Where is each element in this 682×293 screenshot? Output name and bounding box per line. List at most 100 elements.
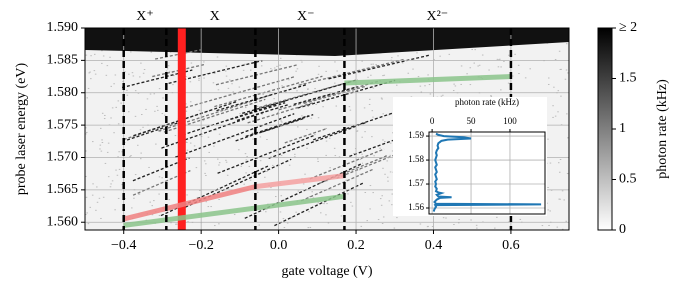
- noise: [115, 169, 117, 171]
- noise: [392, 132, 394, 134]
- noise: [420, 91, 423, 93]
- noise: [129, 156, 131, 158]
- noise: [120, 102, 122, 104]
- streak: [174, 113, 295, 158]
- inset-x-tick-label: 50: [467, 116, 477, 126]
- noise: [272, 164, 274, 166]
- noise: [391, 204, 393, 206]
- inset-background: [393, 97, 547, 216]
- noise: [348, 106, 351, 108]
- x-tick-label: 0.2: [347, 238, 365, 253]
- noise: [261, 97, 264, 99]
- noise: [208, 151, 210, 153]
- noise: [381, 98, 383, 100]
- noise: [366, 220, 368, 222]
- noise: [158, 193, 160, 195]
- noise: [334, 82, 336, 84]
- noise: [369, 185, 372, 187]
- noise: [203, 61, 205, 63]
- noise: [439, 55, 441, 57]
- noise: [431, 226, 434, 228]
- noise: [89, 71, 91, 73]
- noise: [101, 141, 104, 143]
- noise: [325, 137, 328, 139]
- dark-band: [85, 28, 569, 56]
- noise: [101, 112, 104, 114]
- x-tick-label: −0.4: [111, 238, 136, 253]
- noise: [224, 109, 226, 111]
- noise: [156, 105, 158, 107]
- noise: [557, 162, 560, 164]
- noise: [102, 196, 105, 198]
- noise: [100, 217, 102, 219]
- noise: [93, 53, 96, 55]
- noise: [242, 69, 245, 71]
- noise: [564, 78, 567, 80]
- noise: [356, 130, 359, 132]
- noise: [203, 160, 206, 162]
- noise: [370, 74, 372, 76]
- noise: [86, 131, 88, 133]
- noise: [204, 172, 206, 174]
- colorbar-tick-label: 1.5: [619, 71, 637, 86]
- noise: [166, 68, 169, 70]
- noise: [251, 132, 254, 134]
- noise: [171, 72, 174, 74]
- noise: [134, 115, 137, 117]
- noise: [149, 93, 152, 95]
- noise: [106, 151, 109, 153]
- noise: [110, 117, 112, 119]
- noise: [128, 111, 130, 113]
- streak: [293, 86, 358, 105]
- noise: [334, 61, 336, 63]
- noise: [326, 203, 328, 205]
- noise: [218, 164, 220, 166]
- noise: [382, 167, 384, 169]
- noise: [240, 165, 243, 167]
- noise: [186, 194, 188, 196]
- noise: [155, 143, 157, 145]
- noise: [280, 120, 282, 122]
- noise: [95, 209, 97, 211]
- noise: [239, 113, 241, 115]
- noise: [417, 76, 420, 78]
- noise: [373, 155, 375, 157]
- noise: [164, 114, 166, 116]
- noise: [307, 88, 309, 90]
- noise: [262, 94, 264, 96]
- noise: [328, 137, 331, 139]
- noise: [416, 52, 418, 54]
- noise: [388, 200, 391, 202]
- annotation: X⁺: [136, 9, 154, 24]
- streak: [154, 49, 201, 60]
- noise: [158, 214, 161, 216]
- noise: [503, 60, 505, 62]
- noise: [90, 55, 92, 57]
- noise: [248, 165, 251, 167]
- noise: [288, 66, 291, 68]
- noise: [428, 84, 431, 86]
- noise: [359, 158, 362, 160]
- noise: [490, 95, 493, 97]
- noise: [442, 94, 444, 96]
- noise: [258, 224, 261, 226]
- streak: [268, 121, 368, 159]
- noise: [224, 70, 227, 72]
- noise: [226, 174, 229, 176]
- x-axis-label: gate voltage (V): [282, 264, 373, 279]
- noise: [122, 80, 124, 82]
- noise: [556, 226, 559, 228]
- noise: [132, 75, 135, 77]
- noise: [427, 225, 429, 227]
- noise: [259, 136, 262, 138]
- noise: [550, 189, 553, 191]
- noise: [478, 64, 481, 66]
- noise: [284, 199, 286, 201]
- highlight-band: [177, 28, 186, 230]
- noise: [340, 215, 343, 217]
- noise: [172, 84, 174, 86]
- colorbar-tick-label: 0.5: [619, 172, 637, 187]
- noise: [345, 179, 347, 181]
- noise: [315, 103, 317, 105]
- noise: [126, 89, 128, 91]
